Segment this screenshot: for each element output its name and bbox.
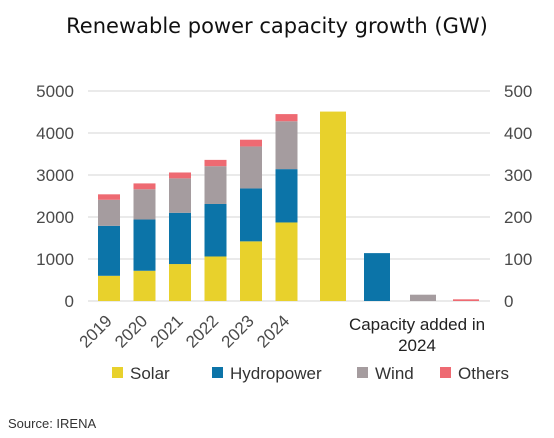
left-tick-label: 1000 — [36, 250, 74, 269]
bar-wind-2020 — [133, 189, 156, 220]
legend-label-hydropower: Hydropower — [230, 364, 322, 383]
left-tick-label: 4000 — [36, 124, 74, 143]
bar-wind-2021 — [169, 178, 191, 213]
left-tick-label: 5000 — [36, 82, 74, 101]
bar-hydropower-2019 — [98, 225, 120, 276]
x-tick-label: 2024 — [253, 311, 293, 351]
bar-wind-2019 — [98, 199, 120, 226]
bar-others-2022 — [204, 159, 227, 167]
legend-label-others: Others — [458, 364, 509, 383]
right-tick-label: 200 — [504, 208, 532, 227]
bar-others-2020 — [133, 183, 156, 190]
legend-swatch-wind — [357, 367, 368, 378]
left-tick-label: 0 — [65, 292, 74, 311]
bar-solar-2020 — [133, 270, 156, 301]
legend-label-solar: Solar — [130, 364, 170, 383]
added-bar-hydropower — [364, 253, 390, 301]
stacked-bar-chart — [98, 114, 298, 301]
bar-wind-2023 — [240, 146, 262, 189]
right-tick-label: 0 — [504, 292, 513, 311]
legend-swatch-others — [440, 367, 451, 378]
bar-wind-2024 — [275, 121, 298, 170]
added-bar-wind — [410, 294, 436, 301]
bar-others-2019 — [98, 194, 120, 200]
right-tick-label: 500 — [504, 82, 532, 101]
bar-solar-2024 — [275, 222, 298, 301]
legend-label-wind: Wind — [375, 364, 414, 383]
bar-hydropower-2024 — [275, 169, 298, 223]
capacity-added-bar-chart — [320, 111, 479, 301]
x-tick-label: 2023 — [218, 311, 258, 351]
x-tick-label: 2019 — [76, 311, 116, 351]
x-tick-label: 2021 — [147, 311, 187, 351]
right-tick-label: 100 — [504, 250, 532, 269]
bar-hydropower-2023 — [240, 188, 262, 242]
bar-hydropower-2020 — [133, 219, 156, 271]
left-y-axis: 0 1000 2000 3000 4000 5000 — [36, 82, 74, 311]
added-bar-solar — [320, 111, 346, 301]
bar-wind-2022 — [204, 166, 227, 204]
x-tick-label: 2022 — [182, 311, 222, 351]
chart-title: Renewable power capacity growth (GW) — [66, 14, 488, 38]
caption-line-1: Capacity added in — [349, 315, 485, 334]
bar-solar-2021 — [169, 264, 191, 301]
legend: Solar Hydropower Wind Others — [112, 364, 509, 383]
bar-hydropower-2022 — [204, 203, 227, 257]
right-tick-label: 400 — [504, 124, 532, 143]
x-tick-label: 2020 — [111, 311, 151, 351]
left-tick-label: 2000 — [36, 208, 74, 227]
bar-solar-2022 — [204, 256, 227, 301]
right-tick-label: 300 — [504, 166, 532, 185]
bar-others-2021 — [169, 172, 191, 179]
legend-swatch-solar — [112, 367, 123, 378]
bar-solar-2023 — [240, 241, 262, 301]
bar-hydropower-2021 — [169, 212, 191, 265]
right-y-axis: 0 100 200 300 400 500 — [504, 82, 532, 311]
source-note: Source: IRENA — [8, 416, 96, 431]
added-bar-others — [453, 299, 479, 301]
caption-line-2: 2024 — [398, 336, 436, 355]
legend-swatch-hydropower — [212, 367, 223, 378]
bar-solar-2019 — [98, 275, 120, 301]
bar-others-2024 — [275, 114, 298, 122]
left-tick-label: 3000 — [36, 166, 74, 185]
bar-others-2023 — [240, 139, 262, 147]
